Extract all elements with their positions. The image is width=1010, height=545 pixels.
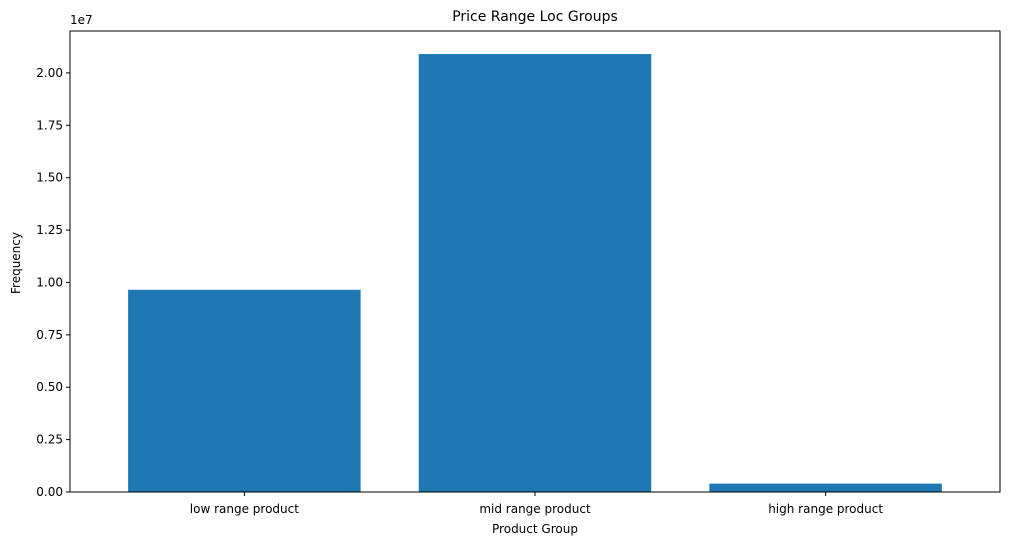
y-tick-label: 1.00 <box>36 275 63 289</box>
x-tick-label: low range product <box>190 502 299 516</box>
y-tick-label: 1.50 <box>36 171 63 185</box>
y-tick-label: 2.00 <box>36 66 63 80</box>
y-axis-offset-label: 1e7 <box>70 13 93 27</box>
y-axis-label: Frequency <box>9 232 23 294</box>
y-tick-label: 0.50 <box>36 380 63 394</box>
bar <box>709 483 942 492</box>
y-tick-label: 1.25 <box>36 223 63 237</box>
x-axis-label: Product Group <box>492 522 578 536</box>
x-tick-label: mid range product <box>479 502 591 516</box>
y-tick-label: 1.75 <box>36 118 63 132</box>
y-tick-label: 0.75 <box>36 328 63 342</box>
y-tick-label: 0.25 <box>36 433 63 447</box>
x-tick-label: high range product <box>768 502 883 516</box>
plot-area: 0.00 0.25 0.50 0.75 1.00 1.25 1.50 1.75 2.00 low … <box>36 30 1001 516</box>
bar <box>128 289 361 492</box>
bar <box>418 54 652 493</box>
chart-title: Price Range Loc Groups <box>452 9 618 25</box>
y-tick-label: 0.00 <box>36 485 63 499</box>
